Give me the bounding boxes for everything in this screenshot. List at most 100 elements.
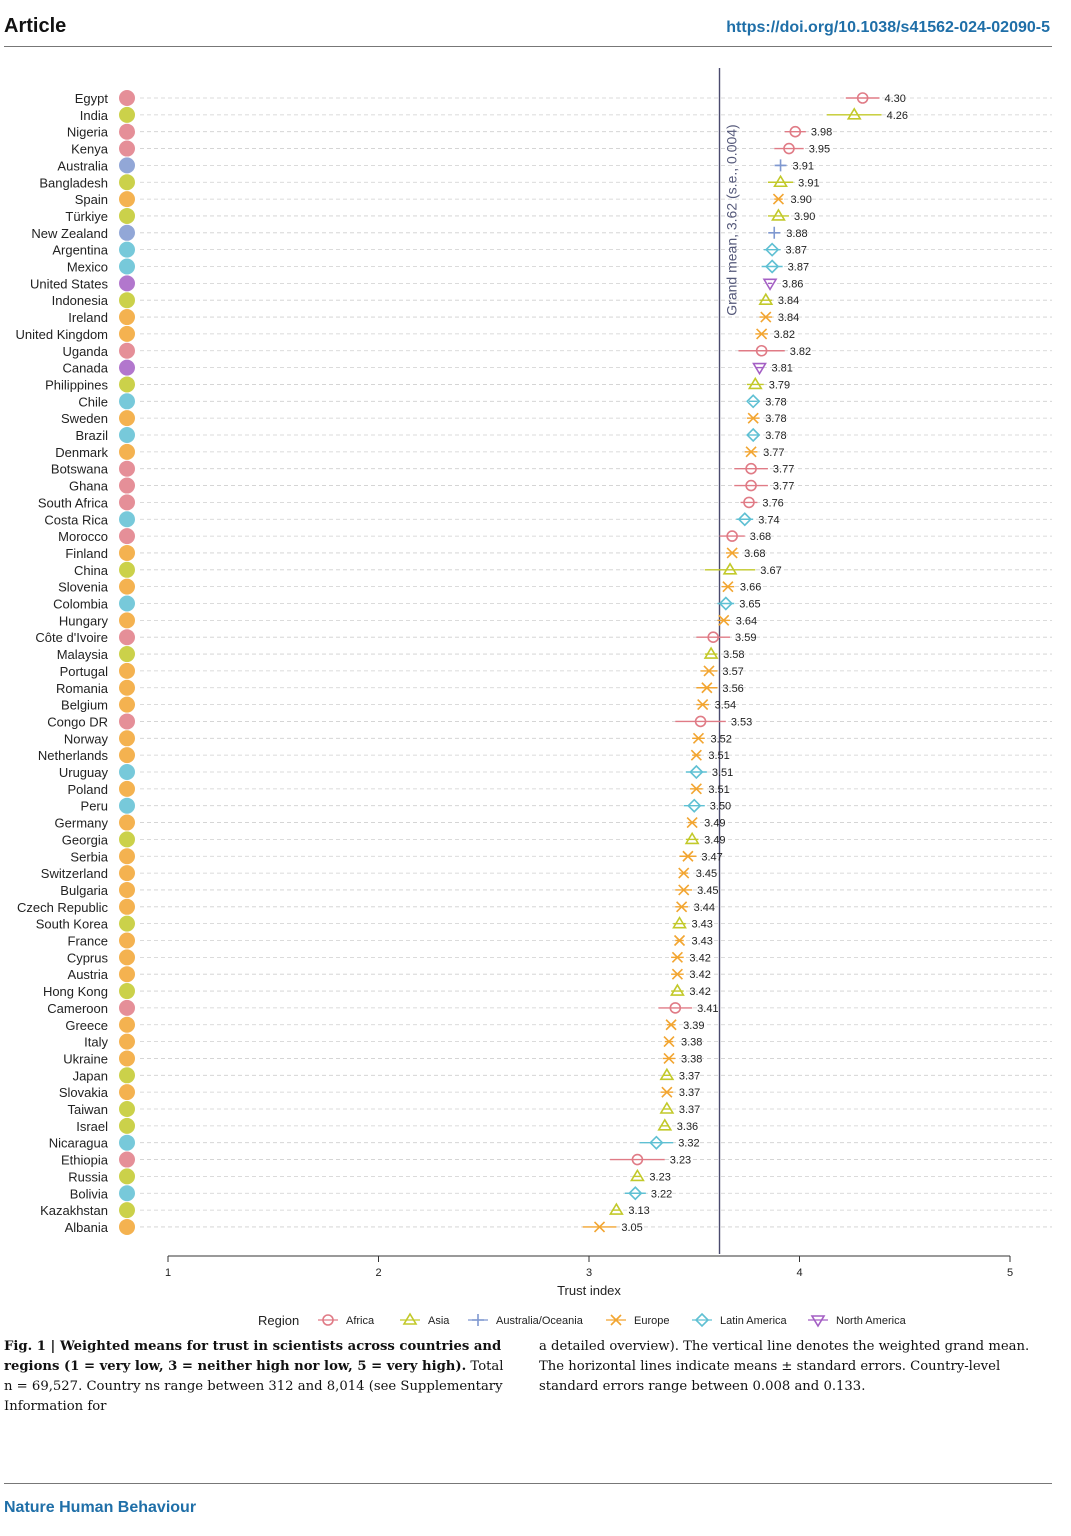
flag-icon [119,528,135,545]
data-point [671,968,683,980]
country-name: Indonesia [52,293,109,308]
country-row: New Zealand 3.88 [31,224,808,241]
value-label: 3.68 [744,548,765,560]
data-point [771,208,786,221]
value-label: 3.91 [793,160,814,172]
legend-marker [322,1314,334,1326]
country-name: Ukraine [63,1051,108,1066]
legend-item: Asia [400,1312,450,1327]
country-row: Ghana 3.77 [69,477,794,494]
value-label: 3.51 [712,767,733,779]
country-name: Serbia [70,849,108,864]
legend-label: Australia/Oceania [496,1315,584,1327]
value-label: 3.56 [722,683,743,695]
data-point [773,174,788,188]
country-name: Uganda [62,344,108,359]
legend: Region Africa Asia Australia/Oceania Europe L… [258,1312,907,1328]
country-row: Poland 3.51 [68,780,730,797]
flag-icon [119,764,135,780]
value-label: 3.90 [790,194,811,206]
data-point [722,562,738,575]
trust-index-chart: Grand mean, 3.62 (s.e., 0.004) Egypt 4.30… [16,68,1052,1328]
flag-icon [119,544,135,561]
flag-icon [119,747,135,764]
flag-icon [119,561,135,578]
value-label: 3.42 [689,986,710,998]
country-name: Romania [56,681,109,696]
country-name: Greece [65,1018,108,1033]
value-label: 3.37 [679,1087,700,1099]
legend-marker [810,1315,826,1328]
journal-name[interactable]: Nature Human Behaviour [4,1499,197,1516]
value-label: 3.91 [798,177,819,189]
legend-item: Australia/Oceania [468,1314,584,1327]
country-row: Czech Republic 3.44 [17,898,715,915]
country-name: Nigeria [67,125,109,140]
flag-icon [119,410,135,427]
country-name: Congo DR [47,714,108,729]
country-name: Ghana [69,479,109,494]
country-name: Portugal [60,664,109,679]
country-name: Germany [55,816,109,831]
country-name: Netherlands [38,748,109,763]
country-name: Russia [68,1169,109,1184]
country-name: Kazakhstan [40,1203,108,1218]
country-name: Chile [78,394,108,409]
legend-label: Asia [428,1315,450,1327]
country-row: Nicaragua 3.32 [49,1134,700,1151]
country-name: Botswana [51,462,109,477]
country-name: Sweden [61,411,108,426]
flag-icon [119,629,135,646]
value-label: 3.78 [765,430,786,442]
country-name: Denmark [55,445,108,460]
country-row: Chile 3.78 [78,393,787,410]
data-point [687,798,702,813]
flag-icon [119,983,135,1000]
data-point [672,916,687,929]
country-row: Indonesia 3.84 [52,292,799,309]
x-axis-title: Trust index [557,1283,621,1298]
legend-label: Europe [634,1315,669,1327]
data-point [745,479,757,492]
country-name: Egypt [75,91,109,106]
flag-icon [119,309,135,326]
data-point [673,934,686,947]
data-point [726,547,738,559]
figure-caption-continued: a detailed overview). The vertical line … [539,1339,1030,1394]
flag-icon [119,966,135,983]
country-name: Slovenia [58,580,109,595]
country-name: China [74,563,109,578]
data-point [701,682,713,694]
flag-icon [119,443,135,460]
doi-link[interactable]: https://doi.org/10.1038/s41562-024-02090… [726,19,1050,36]
legend-label: Latin America [720,1315,788,1327]
data-point [631,1153,644,1166]
country-row: France 3.43 [68,932,713,949]
country-row: Germany 3.49 [55,814,726,831]
country-name: Nicaragua [49,1136,109,1151]
x-tick-label: 5 [1007,1267,1013,1279]
value-label: 3.90 [794,211,815,223]
page-header: Article https://doi.org/10.1038/s41562-0… [4,14,1052,47]
flag-icon [119,730,135,747]
data-point [762,278,778,291]
country-row: Kazakhstan 3.13 [40,1202,650,1219]
data-point [659,1101,675,1114]
country-name: Cyprus [67,950,109,965]
flag-icon [119,1084,135,1101]
country-name: South Africa [38,495,109,510]
value-label: 3.81 [772,363,793,375]
flag-icon [119,1067,135,1084]
data-point [671,951,683,963]
country-name: Albania [65,1220,109,1235]
flag-icon [119,1033,135,1050]
data-point [663,1036,675,1048]
country-name: Australia [57,158,108,173]
value-label: 3.49 [704,834,725,846]
footer-divider [4,1483,1052,1484]
country-row: Bolivia 3.22 [70,1185,672,1202]
value-label: 3.47 [701,851,722,863]
flag-icon [119,915,135,932]
data-point [676,901,688,913]
flag-icon [119,713,135,730]
